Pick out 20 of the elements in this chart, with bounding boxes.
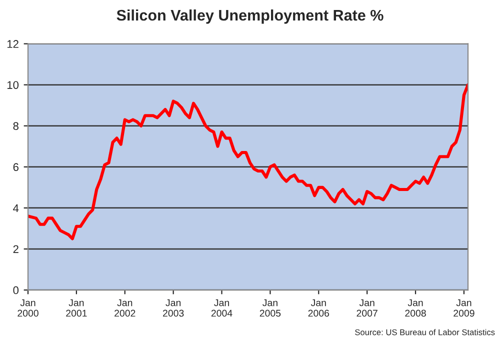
chart-title: Silicon Valley Unemployment Rate % [116,9,384,24]
x-tick-label: Jan 2001 [66,299,87,317]
source-note: Source: US Bureau of Labor Statistics [355,329,495,336]
y-tick-label: 10 [7,81,19,89]
y-tick-label: 0 [13,286,19,294]
x-tick-label: Jan 2006 [308,299,330,317]
y-tick-label: 6 [13,163,18,172]
x-tick-label: Jan 2005 [260,299,281,317]
x-tick-label: Jan 2008 [405,299,426,317]
line-series [28,83,468,240]
x-tick-label: Jan 2000 [18,299,38,317]
y-tick-label: 8 [13,122,18,130]
x-tick-label: Jan 2009 [454,299,474,317]
x-tick-label: Jan 2004 [211,299,232,317]
x-tick-label: Jan 2002 [114,299,136,317]
x-tick-label: Jan 2007 [356,299,378,317]
y-tick-label: 4 [13,204,19,212]
y-tick-label: 2 [13,245,18,253]
y-tick-label: 12 [7,40,18,48]
x-tick-label: Jan 2003 [162,299,184,317]
